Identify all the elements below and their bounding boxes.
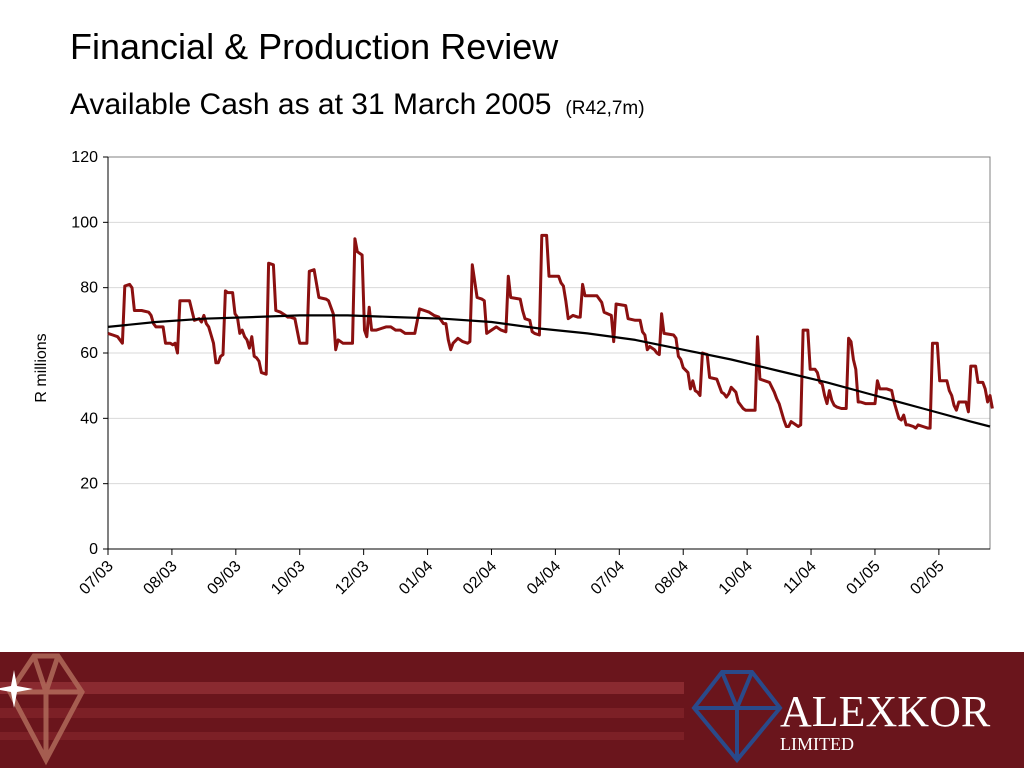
series-line-cash — [107, 233, 994, 430]
footer-stripe — [0, 708, 1024, 718]
series-group — [107, 233, 994, 430]
x-tick-label: 01/05 — [843, 558, 883, 598]
subtitle-text: Available Cash as at 31 March 2005 — [70, 88, 552, 121]
x-axis: 07/03 08/03 09/03 10/03 12/03 01/04 02/04 04/04… — [76, 548, 990, 598]
x-tick-label: 07/04 — [588, 558, 628, 598]
x-tick-label: 01/04 — [396, 558, 436, 598]
x-tick-label: 10/03 — [268, 558, 308, 598]
available-cash-chart: 0 20 40 60 80 100 120 07/03 08/03 09/03 10/03 12/0… — [33, 149, 994, 598]
y-tick-label: 120 — [71, 149, 98, 166]
series-line-trend — [107, 314, 991, 428]
y-tick-label: 20 — [80, 476, 98, 493]
x-tick-label: 09/03 — [204, 558, 244, 598]
x-tick-label: 10/04 — [716, 558, 756, 598]
page-title: Financial & Production Review — [70, 26, 559, 67]
y-tick-label: 100 — [71, 214, 98, 231]
x-tick-label: 04/04 — [524, 558, 564, 598]
sparkle-icon — [0, 670, 33, 708]
x-tick-label: 12/03 — [332, 558, 372, 598]
logo-name: ALEXKOR — [780, 687, 991, 736]
x-tick-label: 08/03 — [140, 558, 180, 598]
footer-stripe — [0, 732, 1024, 740]
y-tick-label: 80 — [80, 280, 98, 297]
x-tick-label: 08/04 — [652, 558, 692, 598]
x-tick-label: 02/04 — [460, 558, 500, 598]
diamond-icon — [691, 670, 783, 764]
footer-banner: ALEXKOR LIMITED — [0, 652, 1024, 768]
x-tick-label: 02/05 — [907, 558, 947, 598]
y-tick-label: 0 — [89, 541, 98, 558]
logo-tagline: LIMITED — [780, 734, 854, 754]
chart-subtitle: Available Cash as at 31 March 2005 (R42,7… — [70, 88, 645, 122]
x-tick-label: 07/03 — [76, 558, 116, 598]
y-tick-label: 40 — [80, 410, 98, 427]
subtitle-note: (R42,7m) — [565, 98, 645, 119]
y-axis-label: R millions — [33, 333, 50, 402]
y-tick-label: 60 — [80, 345, 98, 362]
x-tick-label: 11/04 — [780, 558, 820, 598]
left-diamond-icon — [7, 653, 85, 766]
y-axis: 0 20 40 60 80 100 120 — [71, 149, 109, 558]
